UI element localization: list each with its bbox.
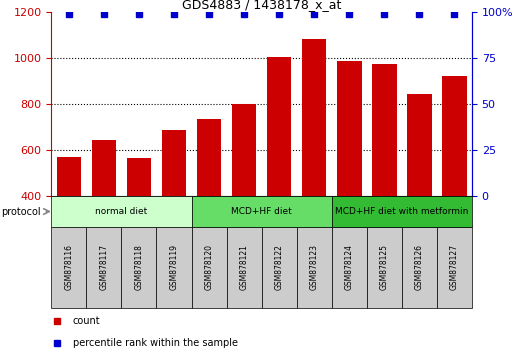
Bar [367,227,402,308]
Bar [437,227,472,308]
Bar [51,227,86,308]
Title: GDS4883 / 1438178_x_at: GDS4883 / 1438178_x_at [182,0,341,11]
Bar [51,196,191,227]
Bar [92,140,116,196]
Bar [86,227,122,308]
Bar [297,227,332,308]
Text: GSM878118: GSM878118 [134,244,144,290]
Bar [302,39,326,196]
Bar [442,76,467,196]
Bar [191,196,332,227]
Bar [332,227,367,308]
Bar [267,57,291,196]
Bar [156,227,191,308]
Bar [122,227,156,308]
Bar [332,196,472,227]
Text: GSM878117: GSM878117 [100,244,108,290]
Bar [127,158,151,196]
Text: GSM878125: GSM878125 [380,244,389,290]
Text: GSM878123: GSM878123 [310,244,319,290]
Text: GSM878121: GSM878121 [240,244,249,290]
Text: GSM878126: GSM878126 [415,244,424,290]
Text: GSM878120: GSM878120 [205,244,213,290]
Bar [232,104,256,196]
Text: GSM878119: GSM878119 [169,244,179,290]
Text: percentile rank within the sample: percentile rank within the sample [73,338,238,348]
Text: GSM878127: GSM878127 [450,244,459,290]
Text: GSM878116: GSM878116 [64,244,73,290]
Text: MCD+HF diet: MCD+HF diet [231,207,292,216]
Bar [191,227,227,308]
Text: protocol: protocol [2,206,41,217]
Bar [402,227,437,308]
Bar [227,227,262,308]
Bar [197,119,221,196]
Bar [407,94,431,196]
Bar [162,130,186,196]
Text: MCD+HF diet with metformin: MCD+HF diet with metformin [335,207,468,216]
Bar [56,157,81,196]
Bar [337,61,362,196]
Text: GSM878122: GSM878122 [274,244,284,290]
Bar [372,64,397,196]
Text: GSM878124: GSM878124 [345,244,354,290]
Bar [262,227,297,308]
Text: count: count [73,316,101,326]
Text: normal diet: normal diet [95,207,148,216]
